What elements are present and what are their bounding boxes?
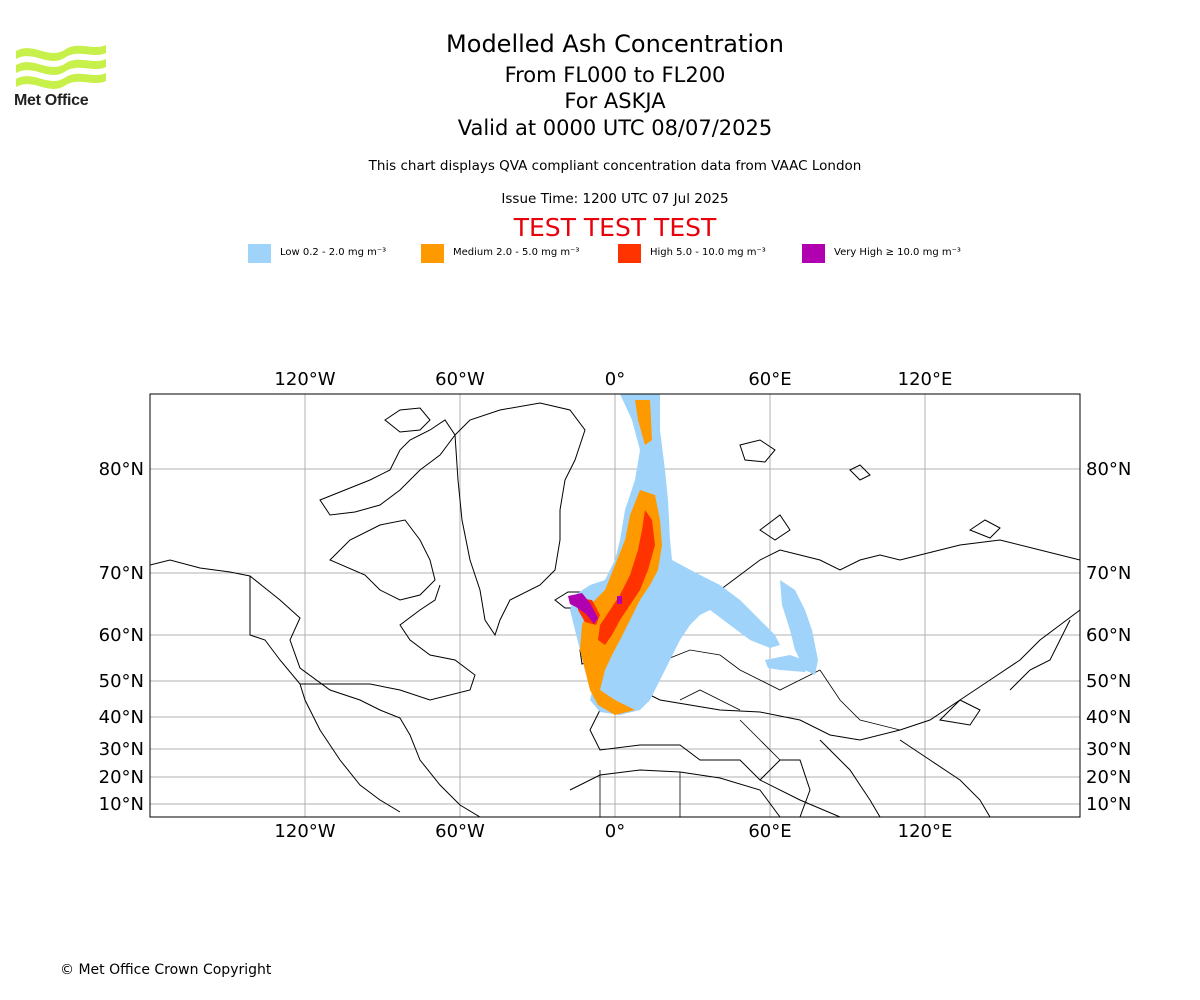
copyright-notice: © Met Office Crown Copyright — [60, 962, 272, 978]
ash-very-high-region — [568, 593, 598, 624]
legend-label-high: High 5.0 - 10.0 mg m⁻³ — [650, 247, 766, 258]
ash-very-high-region — [617, 596, 622, 604]
volcano-name: For ASKJA — [564, 89, 666, 113]
lat-label: 40°N — [1086, 707, 1131, 728]
legend-label-medium: Medium 2.0 - 5.0 mg m⁻³ — [453, 247, 580, 258]
page-title: Modelled Ash Concentration — [446, 30, 784, 58]
lon-label: 60°W — [435, 821, 485, 842]
lat-label: 70°N — [99, 563, 144, 584]
valid-time: Valid at 0000 UTC 08/07/2025 — [457, 116, 773, 140]
lon-label: 0° — [605, 369, 625, 390]
ash-high-region — [598, 510, 655, 645]
lat-label: 10°N — [1086, 794, 1131, 815]
map-frame — [149, 393, 1081, 818]
met-office-logo-icon — [16, 45, 106, 89]
ash-plume — [568, 394, 818, 715]
lon-label: 60°E — [748, 369, 791, 390]
legend-label-low: Low 0.2 - 2.0 mg m⁻³ — [280, 247, 387, 258]
lat-label: 80°N — [1086, 459, 1131, 480]
legend-label-very-high: Very High ≥ 10.0 mg m⁻³ — [834, 247, 961, 258]
legend-swatch-high — [618, 244, 641, 263]
lon-label: 60°E — [748, 821, 791, 842]
legend-swatch-very-high — [802, 244, 825, 263]
lat-label: 60°N — [1086, 625, 1131, 646]
legend-swatch-medium — [421, 244, 444, 263]
lat-label: 70°N — [1086, 563, 1131, 584]
lat-label: 30°N — [1086, 739, 1131, 760]
lat-label: 80°N — [99, 459, 144, 480]
lat-label: 50°N — [1086, 671, 1131, 692]
lon-label: 0° — [605, 821, 625, 842]
lat-label: 30°N — [99, 739, 144, 760]
ash-low-region — [780, 580, 818, 675]
lon-labels-top: 120°W 60°W 0° 60°E 120°E — [274, 369, 952, 390]
lon-label: 120°E — [898, 821, 953, 842]
lon-labels-bottom: 120°W 60°W 0° 60°E 120°E — [274, 821, 952, 842]
chart-description: This chart displays QVA compliant concen… — [368, 158, 862, 174]
coastlines — [150, 402, 1080, 817]
lat-labels-right: 80°N 70°N 60°N 50°N 40°N 30°N 20°N 10°N — [1086, 459, 1131, 815]
lat-label: 10°N — [99, 794, 144, 815]
lat-label: 50°N — [99, 671, 144, 692]
lat-label: 20°N — [1086, 767, 1131, 788]
lon-label: 120°W — [274, 369, 335, 390]
ash-low-region — [765, 655, 810, 672]
legend: Low 0.2 - 2.0 mg m⁻³ Medium 2.0 - 5.0 mg… — [248, 244, 1008, 264]
lat-labels-left: 80°N 70°N 60°N 50°N 40°N 30°N 20°N 10°N — [99, 459, 144, 815]
issue-time: Issue Time: 1200 UTC 07 Jul 2025 — [501, 191, 729, 207]
lon-label: 60°W — [435, 369, 485, 390]
legend-swatch-low — [248, 244, 271, 263]
lat-label: 60°N — [99, 625, 144, 646]
ash-medium-region — [635, 400, 652, 445]
lat-label: 20°N — [99, 767, 144, 788]
flight-level-range: From FL000 to FL200 — [504, 63, 726, 87]
lon-label: 120°E — [898, 369, 953, 390]
logo-text: Met Office — [14, 92, 89, 109]
test-banner: TEST TEST TEST — [513, 213, 717, 242]
lon-label: 120°W — [274, 821, 335, 842]
lat-label: 40°N — [99, 707, 144, 728]
